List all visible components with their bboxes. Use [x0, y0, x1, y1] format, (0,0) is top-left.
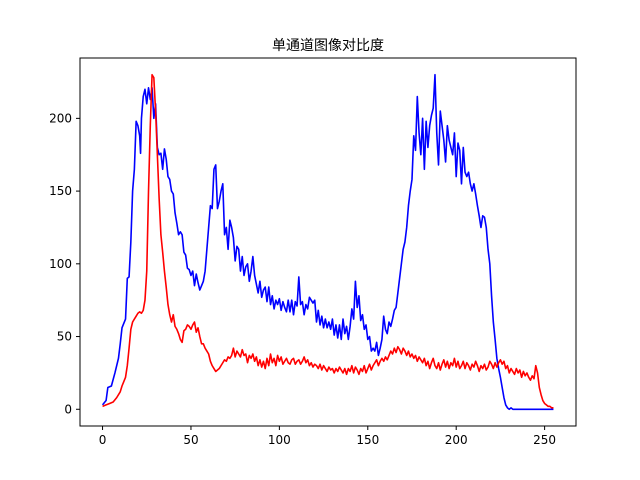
x-tick-label: 150 [356, 433, 379, 447]
x-tick-label: 250 [533, 433, 556, 447]
x-tick-label: 200 [445, 433, 468, 447]
y-tick-label: 0 [64, 402, 72, 416]
y-tick-label: 100 [49, 257, 72, 271]
x-axis-ticks: 0 50 100 150 200 250 [99, 426, 556, 447]
chart-title: 单通道图像对比度 [272, 38, 384, 54]
series-layer [101, 73, 554, 411]
x-tick-label: 50 [183, 433, 198, 447]
series-line-1 [102, 73, 554, 409]
x-tick-label: 0 [99, 433, 107, 447]
plot-area-frame [79, 57, 577, 427]
series-line-0 [101, 73, 554, 411]
y-axis-ticks: 0 50 100 150 200 [49, 111, 80, 416]
y-tick-label: 150 [49, 184, 72, 198]
y-tick-label: 200 [49, 111, 72, 125]
x-tick-label: 100 [268, 433, 291, 447]
y-tick-label: 50 [57, 330, 72, 344]
